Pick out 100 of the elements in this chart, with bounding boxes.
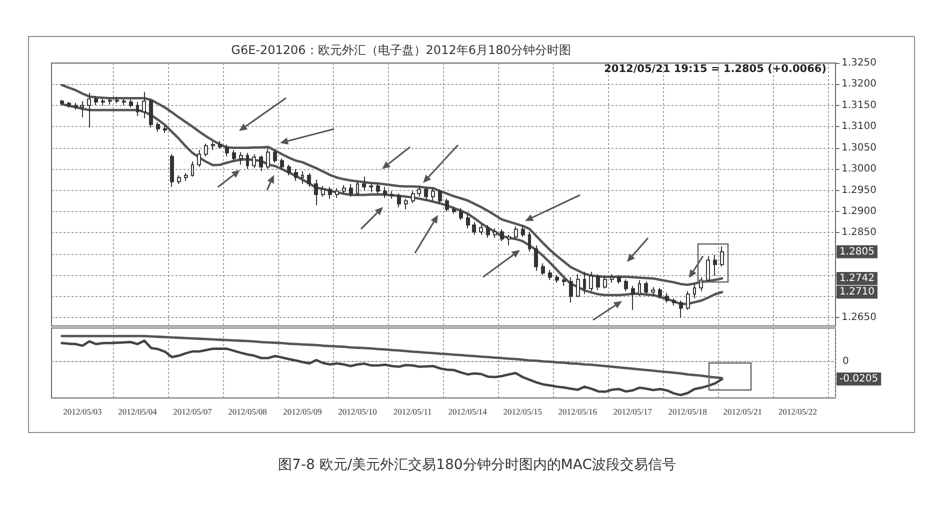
candlestick <box>686 290 690 310</box>
candlestick <box>638 280 641 297</box>
y-tick-label: 1.3050 <box>842 142 876 154</box>
candlestick <box>163 125 167 134</box>
candlestick <box>328 186 332 200</box>
candlestick <box>651 286 655 297</box>
annotation: 1.2742 <box>840 272 874 284</box>
candlestick <box>514 226 518 240</box>
candlestick <box>170 154 174 188</box>
candlestick <box>252 154 256 169</box>
candlestick <box>390 190 394 200</box>
candlestick <box>301 170 304 184</box>
candlestick <box>438 188 442 204</box>
candlestick <box>335 188 339 198</box>
text: 0 <box>842 356 849 368</box>
candlestick <box>411 190 415 204</box>
candlestick <box>204 143 208 157</box>
candlestick <box>672 298 676 306</box>
y-tick-label: 1.2850 <box>842 227 876 238</box>
candlestick <box>589 271 593 292</box>
candlestick <box>232 149 236 162</box>
candlestick <box>280 158 284 170</box>
candlestick <box>349 183 353 198</box>
candlestick <box>486 224 490 238</box>
candlestick <box>80 100 84 118</box>
annotation: 1.2805 <box>840 246 874 258</box>
candlestick <box>239 152 243 166</box>
x-tick-label: 2012/05/07 <box>173 406 212 416</box>
candlestick <box>307 172 311 188</box>
candlestick <box>610 274 614 284</box>
candlestick <box>424 186 428 202</box>
candlestick <box>225 144 229 157</box>
x-tick-label: 2012/05/14 <box>448 406 488 416</box>
candlestick <box>569 276 573 304</box>
candlestick <box>706 256 710 282</box>
candlestick <box>74 102 78 110</box>
line-series <box>60 102 724 306</box>
candlestick <box>60 99 64 106</box>
candlestick <box>184 172 188 182</box>
candlestick <box>122 98 126 106</box>
x-tick-label: 2012/05/08 <box>228 406 267 416</box>
candlestick <box>266 148 270 170</box>
candlestick <box>177 174 181 184</box>
candlestick <box>596 274 600 290</box>
y-tick-label: 1.2900 <box>842 206 876 217</box>
x-tick-label: 2012/05/16 <box>558 406 597 416</box>
candlestick <box>720 246 724 268</box>
candlestick <box>136 102 139 117</box>
candlestick <box>576 274 580 298</box>
candlestick <box>342 184 346 195</box>
candlestick <box>528 231 531 252</box>
annotation: 1.2710 <box>840 286 874 298</box>
candlestick <box>603 275 607 290</box>
candlestick <box>452 206 456 214</box>
candlestick <box>679 300 683 318</box>
candlestick <box>507 234 511 246</box>
candlestick <box>197 149 201 168</box>
y-tick-label: 1.2950 <box>842 184 876 196</box>
text: -0.0205 <box>840 374 878 385</box>
x-tick-label: 2012/05/03 <box>63 406 102 416</box>
candlestick <box>521 224 525 238</box>
candlestick <box>287 164 291 176</box>
candlestick <box>624 278 628 292</box>
y-tick-label: 1.3150 <box>842 100 876 111</box>
y-tick-label: 1.2650 <box>842 312 876 324</box>
candlestick <box>562 278 566 286</box>
candlestick <box>356 181 359 196</box>
candlestick <box>431 188 435 202</box>
candlestick <box>211 141 215 150</box>
x-tick-label: 2012/05/22 <box>778 406 818 416</box>
candlestick <box>218 140 222 150</box>
candlestick <box>555 274 559 284</box>
chart-title: G6E-201206：欧元外汇（电子盘）2012年6月180分钟分时图 <box>231 43 571 57</box>
candlestick <box>149 98 153 128</box>
candlestick <box>541 262 545 276</box>
candlestick <box>321 186 325 198</box>
candlestick <box>459 208 463 220</box>
candlestick <box>314 179 318 206</box>
x-tick-label: 2012/05/15 <box>503 406 542 416</box>
y-tick-label: 1.3200 <box>842 78 876 90</box>
x-tick-label: 2012/05/10 <box>338 406 377 416</box>
candlestick <box>67 102 71 108</box>
candlestick <box>658 287 662 299</box>
y-tick-label: 1.3100 <box>842 121 876 132</box>
candlestick <box>397 193 401 208</box>
x-tick-label: 2012/05/11 <box>393 406 432 416</box>
candlestick <box>101 98 105 106</box>
candlestick <box>294 168 298 182</box>
candlestick <box>404 198 408 210</box>
candlestick <box>617 274 621 284</box>
candlestick <box>665 292 669 304</box>
candlestick <box>466 213 470 229</box>
candlestick <box>129 98 133 108</box>
candlestick <box>479 224 483 236</box>
caption: 图7-8 欧元/美元外汇交易180分钟分时图内的MAC波段交易信号 <box>278 457 676 473</box>
annotation: 2012/05/21 19:15 = 1.2805 (+0.0066) <box>604 63 826 75</box>
candlestick <box>259 154 263 172</box>
candlestick <box>699 276 703 292</box>
candlestick <box>362 176 366 191</box>
candlestick <box>445 198 449 212</box>
